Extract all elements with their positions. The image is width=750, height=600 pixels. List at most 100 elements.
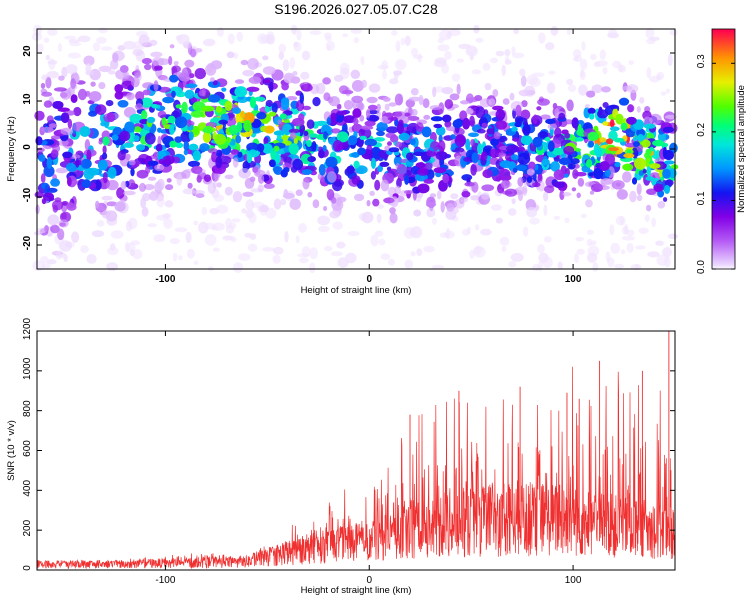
spectral-blob bbox=[280, 169, 288, 178]
spectral-blob bbox=[286, 96, 298, 101]
spectral-blob bbox=[548, 70, 556, 75]
colorbar-step bbox=[712, 259, 735, 262]
spectral-blob bbox=[106, 262, 118, 271]
spectral-blob bbox=[298, 223, 308, 233]
spectral-blob bbox=[421, 126, 432, 138]
spectral-blob bbox=[581, 41, 586, 51]
spectral-blob bbox=[47, 28, 58, 36]
spectral-blob bbox=[42, 262, 51, 270]
spectral-blob bbox=[277, 119, 283, 125]
spectral-blob bbox=[635, 245, 646, 250]
spectral-blob bbox=[626, 116, 637, 125]
spectral-blob bbox=[225, 225, 235, 234]
spectral-blob bbox=[651, 217, 657, 228]
colorbar-step bbox=[712, 93, 735, 96]
colorbar-step bbox=[712, 265, 735, 268]
spectral-blob bbox=[511, 126, 518, 132]
spectral-blob bbox=[481, 151, 488, 162]
spectral-blob bbox=[307, 191, 313, 198]
spectral-blob bbox=[387, 258, 395, 266]
colorbar-step bbox=[712, 109, 735, 112]
spectral-blob bbox=[669, 29, 678, 36]
spectral-blob bbox=[539, 131, 548, 139]
spectral-blob bbox=[439, 232, 449, 238]
spectral-blob bbox=[185, 83, 198, 89]
spectral-blob bbox=[540, 114, 551, 120]
spectral-blob bbox=[150, 51, 163, 58]
spectral-blob bbox=[249, 176, 256, 183]
spectral-blob bbox=[350, 69, 360, 80]
spectral-blob bbox=[413, 209, 422, 217]
spectral-blob bbox=[50, 149, 59, 158]
spectral-blob bbox=[216, 204, 229, 214]
spectral-blob bbox=[471, 69, 482, 75]
spectral-blob bbox=[96, 36, 107, 44]
spectral-blob bbox=[135, 91, 145, 101]
spectral-blob bbox=[80, 158, 92, 169]
spectral-blob bbox=[146, 116, 156, 124]
spectral-blob bbox=[249, 96, 256, 109]
spectral-blob bbox=[404, 35, 411, 46]
spectral-blob bbox=[336, 196, 347, 203]
spectral-blob bbox=[230, 149, 240, 155]
spectral-blob bbox=[609, 224, 615, 236]
spectral-blob bbox=[83, 167, 95, 180]
spectral-blob bbox=[246, 86, 260, 92]
spectral-blob bbox=[318, 225, 330, 232]
spectral-blob bbox=[273, 130, 284, 136]
spectral-blob bbox=[224, 174, 234, 180]
spectral-blob bbox=[399, 158, 408, 163]
spectral-blob bbox=[660, 91, 667, 96]
spectral-blob bbox=[435, 126, 446, 136]
spectral-blob bbox=[394, 185, 402, 195]
spectral-blob bbox=[210, 77, 215, 83]
spectral-blob bbox=[70, 94, 78, 103]
spectral-blob bbox=[441, 87, 454, 95]
spectral-blob bbox=[32, 260, 45, 272]
spectral-blob bbox=[541, 158, 550, 166]
spectral-blob bbox=[306, 140, 312, 147]
spectral-blob bbox=[517, 177, 524, 187]
colorbar-step bbox=[712, 223, 735, 226]
spectral-blob bbox=[374, 230, 384, 237]
spectral-blob bbox=[490, 204, 502, 211]
spectral-blob bbox=[295, 189, 303, 196]
colorbar-step bbox=[712, 141, 735, 144]
spectral-blob bbox=[389, 207, 396, 215]
spectral-blob bbox=[309, 133, 318, 138]
colorbar-step bbox=[712, 151, 735, 154]
spectral-blob bbox=[657, 201, 666, 209]
spectral-blob bbox=[228, 124, 239, 135]
spectral-blob bbox=[249, 149, 257, 154]
spectral-blob bbox=[634, 264, 640, 269]
spectral-blob bbox=[475, 37, 484, 43]
spectral-blob bbox=[171, 90, 176, 99]
spectral-blob bbox=[526, 168, 536, 176]
spectral-blob bbox=[567, 84, 577, 92]
spectral-blob bbox=[342, 90, 354, 95]
spectral-blob bbox=[538, 252, 549, 263]
spectral-blob bbox=[262, 143, 273, 154]
spectral-blob bbox=[543, 204, 548, 217]
spectral-blob bbox=[107, 166, 117, 179]
spectral-blob bbox=[121, 80, 134, 90]
spectrogram-y-tick-label: -20 bbox=[22, 235, 33, 250]
spectral-blob bbox=[54, 197, 62, 203]
spectral-blob bbox=[231, 218, 241, 223]
spectral-blob bbox=[609, 119, 615, 128]
spectral-blob bbox=[169, 124, 175, 135]
spectral-blob bbox=[325, 40, 335, 51]
spectral-blob bbox=[423, 245, 435, 253]
colorbar-step bbox=[712, 181, 735, 184]
spectral-blob bbox=[538, 32, 546, 44]
spectral-blob bbox=[514, 164, 528, 171]
spectral-blob bbox=[300, 153, 312, 165]
spectral-blob bbox=[252, 166, 259, 173]
colorbar-step bbox=[712, 177, 735, 180]
spectral-blob bbox=[180, 131, 192, 143]
spectral-blob bbox=[209, 208, 219, 215]
spectral-blob bbox=[591, 84, 603, 94]
spectral-blob bbox=[188, 73, 195, 79]
spectral-blob bbox=[258, 174, 265, 184]
spectral-blob bbox=[201, 206, 208, 216]
